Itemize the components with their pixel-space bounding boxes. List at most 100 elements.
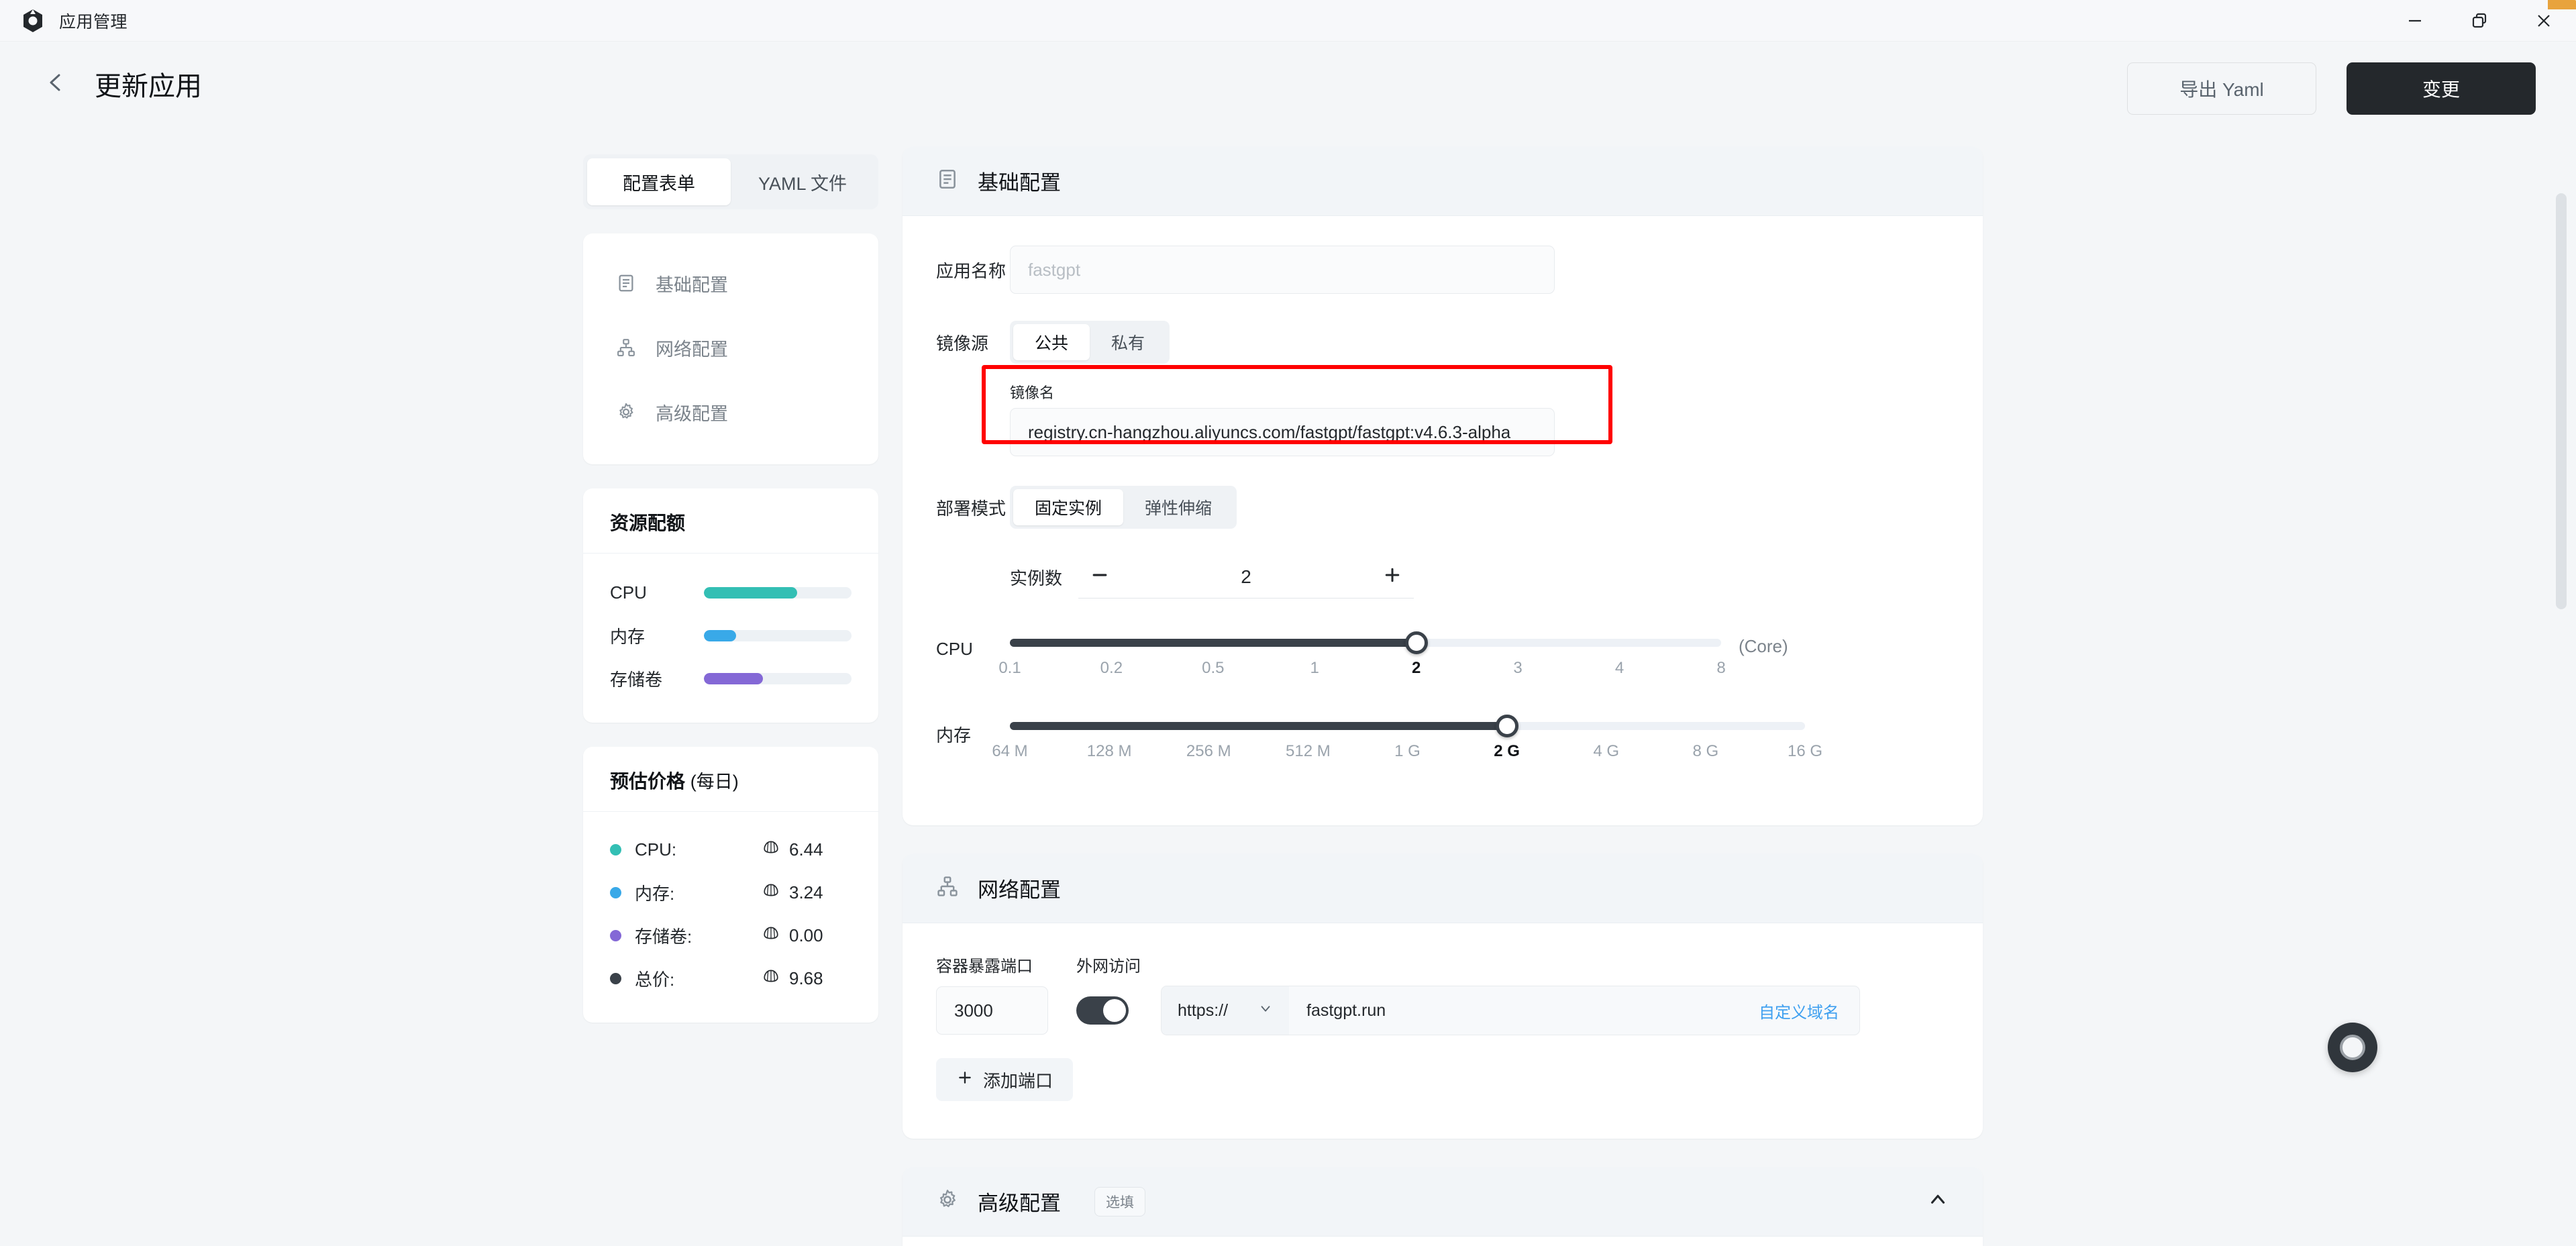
tab-yaml-file[interactable]: YAML 文件 [758,173,847,194]
memory-slider-row: 内存 64 M 128 M 256 M 512 M 1 G 2 G [936,705,1949,773]
replicas-increment-button[interactable] [1371,558,1414,596]
network-controls-row: 3000 https:// fastgpt.run 自定义域名 [936,986,1949,1035]
replicas-value[interactable]: 2 [1241,566,1251,587]
cpu-tick: 0.1 [998,659,1021,677]
titlebar-left: 应用管理 [0,8,127,34]
public-url-group: https:// fastgpt.run 自定义域名 [1161,986,1860,1035]
price-value-wrap: 3.24 [762,882,823,904]
basic-config-header: 基础配置 [903,146,1983,216]
sidebar-item-network-config[interactable]: 网络配置 [583,315,878,380]
memory-slider-ticks: 64 M 128 M 256 M 512 M 1 G 2 G 4 G 8 G 1… [992,742,1822,773]
add-port-button[interactable]: 添加端口 [936,1058,1074,1101]
gear-icon [936,1188,959,1214]
advanced-config-panel: 高级配置 选填 [903,1167,1983,1246]
plus-icon [956,1069,974,1091]
quota-fill [704,672,763,684]
domain-input[interactable]: fastgpt.run [1289,986,1759,1035]
price-row: 内存: 3.24 [610,871,852,914]
quota-fill [704,586,797,599]
cpu-slider[interactable]: 0.1 0.2 0.5 1 2 3 4 8 [998,621,1726,690]
protocol-select[interactable]: https:// [1162,986,1289,1035]
page-content: 配置表单 YAML 文件 基础配置 [0,126,2576,1246]
price-title-strong: 预估价格 [610,771,686,792]
deploy-mode-elastic[interactable]: 弹性伸缩 [1145,499,1213,518]
memory-tick: 256 M [1186,742,1231,760]
back-button[interactable] [40,68,71,99]
cpu-tick: 8 [1716,659,1726,677]
price-dot [610,886,621,898]
image-source-row: 镜像源 公共 私有 [936,321,1949,364]
chevron-up-icon[interactable] [1926,1188,1949,1214]
panel-title: 高级配置 [978,1192,1061,1215]
cpu-slider-track[interactable] [1010,631,1721,654]
shell-currency-icon [762,882,780,904]
memory-tick-selected: 2 G [1494,742,1520,760]
image-name-input[interactable]: registry.cn-hangzhou.aliyuncs.com/fastgp… [1010,408,1555,456]
submit-change-button[interactable]: 变更 [2347,62,2536,115]
price-name: 总价: [635,969,675,990]
advanced-config-header[interactable]: 高级配置 选填 [903,1167,1983,1237]
cpu-tick: 4 [1614,659,1625,677]
chevron-left-icon [43,70,68,99]
sidebar-item-label: 高级配置 [656,403,728,424]
gear-icon [615,401,637,423]
sidebar-nav-list: 基础配置 网络配置 [583,233,878,464]
network-config-header: 网络配置 [903,853,1983,923]
deploy-mode-fixed[interactable]: 固定实例 [1013,489,1124,525]
sidebar-item-advanced-config[interactable]: 高级配置 [583,380,878,444]
quota-row: 内存 [610,614,852,657]
image-source-public[interactable]: 公共 [1013,324,1090,360]
sidebar-nav-card: 基础配置 网络配置 [583,233,878,464]
sidebar-item-basic-config[interactable]: 基础配置 [583,251,878,315]
export-yaml-button[interactable]: 导出 Yaml [2127,62,2316,115]
cpu-slider-thumb [1404,631,1428,654]
quota-track [704,672,852,684]
advanced-config-body [903,1237,1983,1246]
memory-slider[interactable]: 64 M 128 M 256 M 512 M 1 G 2 G 4 G 8 G 1… [992,705,1822,773]
resource-quota-body: CPU 内存 存储卷 [583,554,878,723]
maximize-button[interactable] [2447,0,2512,42]
price-row: CPU: 6.44 [610,828,852,871]
deploy-mode-row: 部署模式 固定实例 弹性伸缩 [936,486,1949,529]
chevron-down-icon [1258,1001,1273,1021]
deploy-mode-segmented: 固定实例 弹性伸缩 [1010,486,1237,529]
price-row: 存储卷: 0.00 [610,914,852,957]
panel-title: 网络配置 [978,878,1061,902]
price-row: 总价: 9.68 [610,957,852,1000]
public-access-toggle[interactable] [1076,996,1129,1025]
image-source-label: 镜像源 [936,333,989,354]
quota-label: CPU [610,582,647,603]
memory-slider-track[interactable] [1010,715,1805,737]
main-column: 基础配置 应用名称 fastgpt 镜像源 公共 私有 镜像名 [903,146,1983,1246]
header-actions: 导出 Yaml 变更 [2127,62,2536,115]
resource-quota-card: 资源配额 CPU 内存 存储卷 [583,488,878,723]
cpu-tick: 0.2 [1100,659,1123,677]
memory-tick: 512 M [1286,742,1331,760]
image-name-group: 镜像名 registry.cn-hangzhou.aliyuncs.com/fa… [982,365,1641,456]
replicas-decrement-button[interactable] [1078,558,1121,596]
public-access-label: 外网访问 [1076,957,1141,976]
quota-label: 内存 [610,626,646,647]
basic-config-body: 应用名称 fastgpt 镜像源 公共 私有 镜像名 registry.cn-h… [903,216,1983,825]
close-button[interactable] [2512,0,2576,42]
image-source-private[interactable]: 私有 [1111,334,1145,353]
replicas-row: 实例数 2 [1010,556,1949,599]
quota-fill [704,629,737,641]
cpu-slider-row: CPU 0.1 0.2 0.5 1 2 3 [936,621,1949,690]
memory-tick: 4 G [1593,742,1620,760]
port-input[interactable]: 3000 [936,986,1048,1035]
toggle-knob [1103,999,1126,1022]
deploy-mode-label: 部署模式 [936,498,1007,519]
tab-config-form[interactable]: 配置表单 [587,158,731,205]
cursor-indicator-inner [2340,1035,2365,1060]
vertical-scrollbar[interactable] [2556,193,2567,609]
app-name-input[interactable]: fastgpt [1010,246,1555,294]
quota-row: 存储卷 [610,657,852,700]
app-title: 应用管理 [59,12,128,32]
custom-domain-link[interactable]: 自定义域名 [1759,1003,1839,1022]
memory-slider-label: 内存 [936,725,972,745]
protocol-value: https:// [1178,1000,1229,1020]
minimize-button[interactable] [2383,0,2447,42]
panel-title: 基础配置 [978,171,1061,195]
replicas-stepper: 2 [1078,556,1414,599]
